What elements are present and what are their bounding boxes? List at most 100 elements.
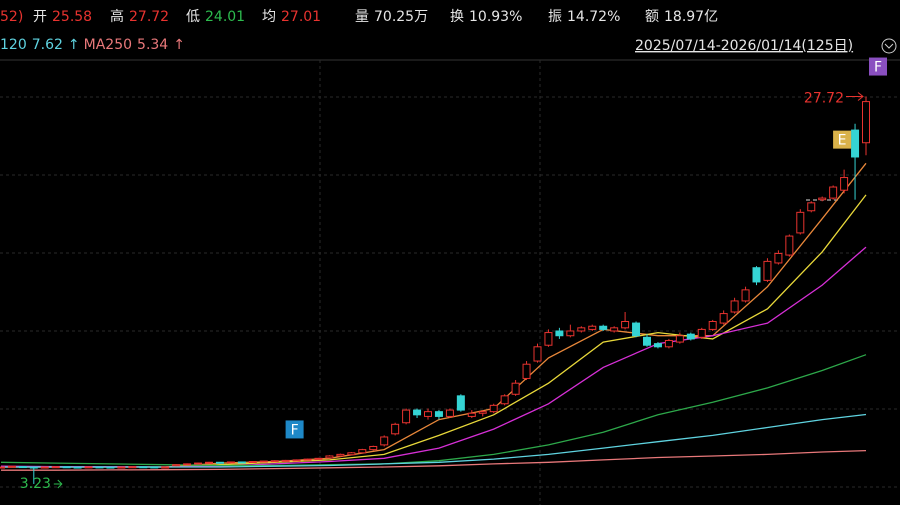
candle-body [566, 330, 575, 337]
candle-body [424, 411, 432, 417]
candle-body [40, 466, 49, 469]
candle-body [610, 327, 619, 332]
ma-line [1, 162, 867, 468]
candle-body [172, 464, 181, 467]
candle-body [117, 466, 126, 469]
candle-body [643, 336, 651, 346]
candle-body [489, 404, 498, 413]
candle-body [18, 466, 27, 469]
quote-label: 振 [548, 9, 562, 25]
candle-body [62, 466, 71, 469]
candle-body [194, 462, 203, 465]
candle-body [478, 411, 487, 414]
candle-body [829, 186, 838, 199]
candle-body [522, 363, 531, 379]
candle-body [807, 202, 816, 212]
ma-value: 5.34 [137, 37, 168, 53]
date-range[interactable]: 2025/07/14-2026/01/14(125日) [635, 38, 853, 54]
candle-body [292, 459, 301, 462]
event-flag [285, 420, 304, 439]
quote-label: 低 [186, 9, 200, 25]
event-flag [833, 130, 852, 149]
candle-body [150, 466, 159, 469]
candle-body [270, 460, 279, 463]
quote-label: 高 [110, 8, 124, 25]
candle-body [840, 177, 849, 191]
candle-body [402, 409, 411, 424]
candle-body [785, 235, 794, 256]
candle-body [445, 409, 454, 417]
candle-body [697, 328, 706, 338]
event-flag-text: F [874, 60, 882, 76]
candle-body [588, 325, 597, 330]
candle-body [29, 466, 38, 469]
candle-body [248, 460, 257, 463]
candle-body [325, 455, 334, 459]
candle-body [161, 466, 170, 469]
candle-body [139, 466, 148, 469]
min-arrow [53, 479, 63, 489]
candle-body [675, 335, 684, 343]
ma-arrow: ↑ [68, 37, 80, 53]
quote-value: 25.58 [52, 9, 92, 25]
candle-body [128, 466, 137, 469]
candle-body [237, 461, 246, 464]
candle-body [796, 211, 805, 234]
candle-body [281, 459, 290, 462]
candle-body [621, 320, 630, 329]
candle-body [686, 333, 695, 340]
event-flag [869, 57, 887, 76]
quote-value: 27.72 [129, 9, 169, 25]
quote-label: 均 [262, 9, 276, 25]
candle-body [467, 412, 476, 417]
candle-body [380, 436, 389, 446]
quote-value: 70.25万 [374, 9, 428, 25]
candle-body [7, 465, 16, 468]
candle-body [205, 461, 213, 464]
candle-body [544, 332, 553, 346]
candle-body [51, 466, 60, 469]
quote-prefix: 52) [0, 9, 23, 25]
candle-body [95, 466, 104, 469]
quote-value: 27.01 [281, 9, 321, 25]
candle-body [577, 327, 586, 332]
grid [0, 60, 900, 505]
candle-body [106, 466, 115, 469]
ma-legend: MA250 5.34 ↑ [84, 37, 185, 53]
range-menu-chevron [884, 43, 894, 49]
candle-body [456, 395, 465, 411]
candle-body [73, 466, 82, 469]
candle-body [336, 453, 345, 457]
min-label: 3.23 [20, 476, 51, 492]
quote-bar: 52) 开 25.58 高 27.72 低 24.01 均 27.01 量 70.25万 换 10.93… [0, 8, 718, 25]
candle-body [183, 463, 192, 466]
quote-label: 换 [450, 8, 464, 25]
candle-body [347, 452, 356, 456]
event-flag-text: F [291, 422, 299, 438]
ma-name: 120 [0, 37, 27, 53]
ma-legend: 120 7.62 ↑ [0, 37, 80, 53]
max-arrow [846, 92, 864, 101]
candle-body [0, 466, 5, 469]
candle-body [434, 411, 443, 417]
candle-body [500, 395, 509, 405]
ma-line [1, 449, 867, 471]
candle-body [533, 346, 542, 362]
ma-value: 7.62 [32, 37, 63, 53]
candle-body [358, 449, 367, 454]
candle-body [774, 252, 783, 264]
candle-body [226, 461, 235, 464]
candle-body [632, 322, 641, 337]
candle-body [599, 325, 608, 330]
candle-body [391, 423, 400, 435]
quote-value: 10.93% [469, 9, 522, 25]
candle-body [215, 461, 224, 464]
candle-body [303, 458, 312, 461]
ma-line [0, 246, 867, 468]
candle-body [862, 101, 870, 144]
candle-body [752, 267, 761, 283]
range-menu-icon[interactable] [881, 38, 897, 54]
quote-label: 量 [355, 9, 369, 25]
